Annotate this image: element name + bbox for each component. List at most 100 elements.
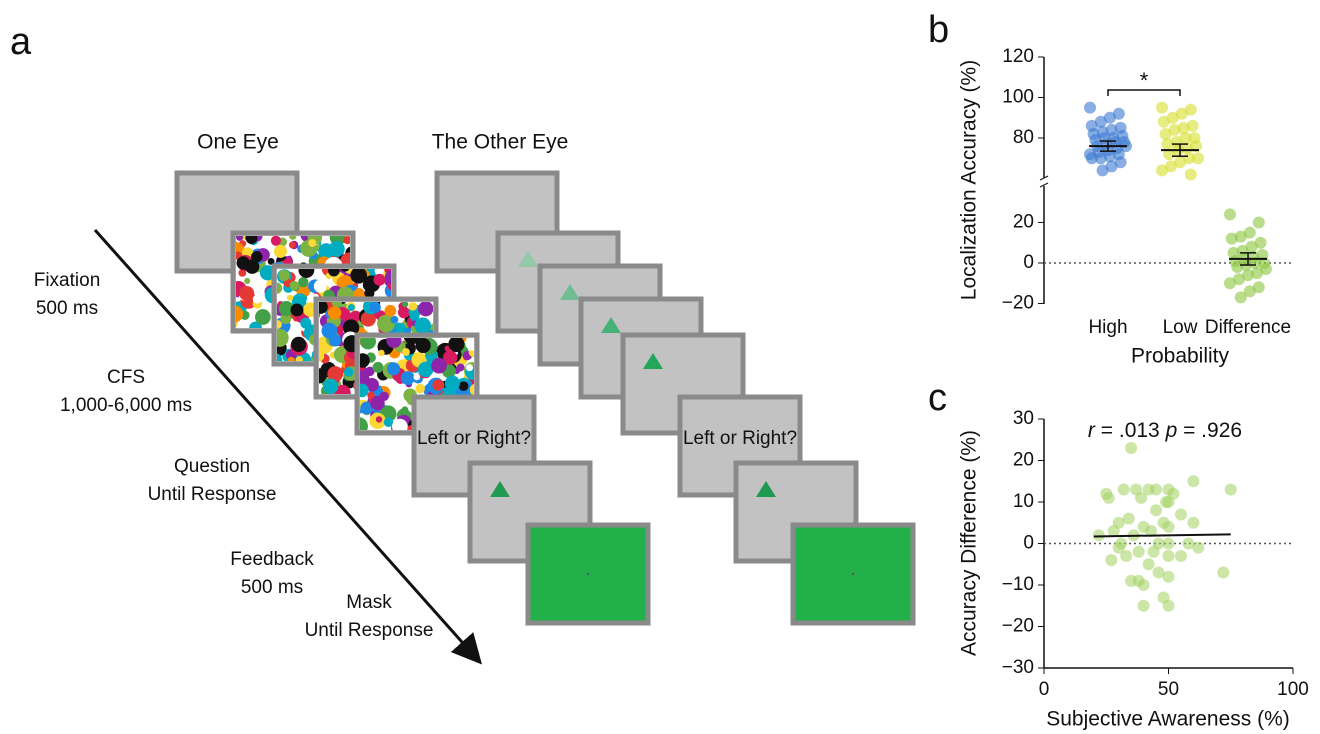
data-point bbox=[1123, 513, 1135, 525]
data-point bbox=[1224, 277, 1236, 289]
y-axis-label: Localization Accuracy (%) bbox=[958, 60, 981, 300]
mondrian-dot bbox=[373, 274, 385, 286]
mondrian-dot bbox=[448, 336, 464, 352]
fixation-dot bbox=[587, 573, 589, 575]
data-point bbox=[1226, 233, 1238, 245]
data-point bbox=[1138, 600, 1150, 612]
mondrian-dot bbox=[328, 306, 341, 319]
mondrian-dot bbox=[384, 417, 394, 427]
mondrian-dot bbox=[290, 281, 299, 290]
mondrian-dot bbox=[287, 295, 293, 301]
y-tick-label: 80 bbox=[1013, 127, 1034, 148]
data-point bbox=[1235, 291, 1247, 303]
panel-label: b bbox=[928, 9, 949, 51]
screen bbox=[528, 525, 648, 623]
y-tick-label: 30 bbox=[1013, 408, 1034, 429]
stat-part: = .926 bbox=[1177, 419, 1242, 442]
data-point bbox=[1103, 492, 1115, 504]
mondrian-dot bbox=[387, 362, 400, 375]
mondrian-dot bbox=[253, 295, 262, 304]
step-name: CFS bbox=[107, 367, 145, 388]
step-name: Mask bbox=[346, 592, 392, 613]
y-tick-label: 10 bbox=[1013, 491, 1034, 512]
data-point bbox=[1163, 600, 1175, 612]
mondrian-dot bbox=[369, 302, 381, 314]
x-tick-label: Low bbox=[1163, 317, 1198, 338]
y-tick-label: −20 bbox=[1002, 616, 1034, 637]
data-point bbox=[1150, 484, 1162, 496]
mondrian-dot bbox=[245, 260, 259, 274]
y-tick-label: −30 bbox=[1002, 657, 1034, 678]
mondrian-dot bbox=[373, 362, 384, 373]
x-tick-label: 100 bbox=[1277, 679, 1309, 700]
data-point bbox=[1253, 216, 1265, 228]
data-point bbox=[1115, 538, 1127, 550]
data-point bbox=[1156, 164, 1168, 176]
data-point bbox=[1175, 550, 1187, 562]
mondrian-dot bbox=[457, 363, 465, 371]
question-text: Left or Right? bbox=[417, 428, 531, 449]
mondrian-dot bbox=[413, 374, 420, 381]
data-point bbox=[1138, 579, 1150, 591]
mondrian-dot bbox=[239, 286, 254, 301]
mondrian-dot bbox=[418, 301, 433, 316]
step-duration: Until Response bbox=[148, 484, 277, 505]
x-tick-label: High bbox=[1088, 317, 1127, 338]
mondrian-dot bbox=[308, 239, 316, 247]
data-point bbox=[1156, 102, 1168, 114]
data-point bbox=[1084, 102, 1096, 114]
fixation-dot bbox=[852, 573, 854, 575]
data-point bbox=[1150, 504, 1162, 516]
mondrian-dot bbox=[323, 379, 338, 394]
data-point bbox=[1163, 538, 1175, 550]
step-duration: Until Response bbox=[305, 620, 434, 641]
mondrian-dot bbox=[384, 305, 396, 317]
y-tick-label: 0 bbox=[1023, 533, 1034, 554]
data-point bbox=[1133, 546, 1145, 558]
mondrian-dot bbox=[330, 268, 336, 274]
data-point bbox=[1120, 550, 1132, 562]
data-point bbox=[1185, 168, 1197, 180]
mondrian-dot bbox=[350, 267, 367, 284]
data-point bbox=[1231, 261, 1243, 273]
y-tick-label: 100 bbox=[1002, 87, 1034, 108]
y-tick-label: 120 bbox=[1002, 46, 1034, 67]
y-tick-label: 0 bbox=[1023, 252, 1034, 273]
mondrian-dot bbox=[314, 280, 327, 293]
x-tick-label: 0 bbox=[1039, 679, 1050, 700]
mondrian-dot bbox=[279, 270, 290, 281]
mondrian-dot bbox=[402, 348, 410, 356]
mondrian-dot bbox=[409, 302, 418, 311]
mondrian-dot bbox=[348, 304, 355, 311]
data-point bbox=[1161, 138, 1173, 150]
eye-label: The Other Eye bbox=[432, 131, 569, 154]
step-duration: 500 ms bbox=[36, 298, 98, 319]
mondrian-dot bbox=[274, 245, 287, 258]
panel-label: c bbox=[928, 377, 947, 419]
step-name: Feedback bbox=[230, 549, 314, 570]
data-point bbox=[1167, 488, 1179, 500]
stat-part: = .013 bbox=[1095, 419, 1166, 442]
question-text: Left or Right? bbox=[683, 428, 797, 449]
mondrian-dot bbox=[459, 381, 469, 391]
mondrian-dot bbox=[376, 416, 382, 422]
mondrian-dot bbox=[289, 242, 296, 249]
step-name: Question bbox=[174, 456, 250, 477]
significance-mark: * bbox=[1140, 68, 1149, 93]
mondrian-dot bbox=[271, 236, 281, 246]
data-point bbox=[1093, 529, 1105, 541]
mondrian-dot bbox=[298, 277, 308, 287]
data-point bbox=[1086, 152, 1098, 164]
mondrian-dot bbox=[466, 364, 473, 371]
mondrian-dot bbox=[401, 371, 415, 385]
data-point bbox=[1143, 558, 1155, 570]
data-point bbox=[1187, 475, 1199, 487]
y-tick-label: −10 bbox=[1002, 574, 1034, 595]
mondrian-dot bbox=[418, 362, 434, 378]
panel-label: a bbox=[10, 21, 32, 63]
mondrian-dot bbox=[414, 318, 431, 335]
mondrian-dot bbox=[300, 318, 311, 329]
data-point bbox=[1118, 484, 1130, 496]
data-point bbox=[1097, 164, 1109, 176]
screen bbox=[793, 525, 913, 623]
